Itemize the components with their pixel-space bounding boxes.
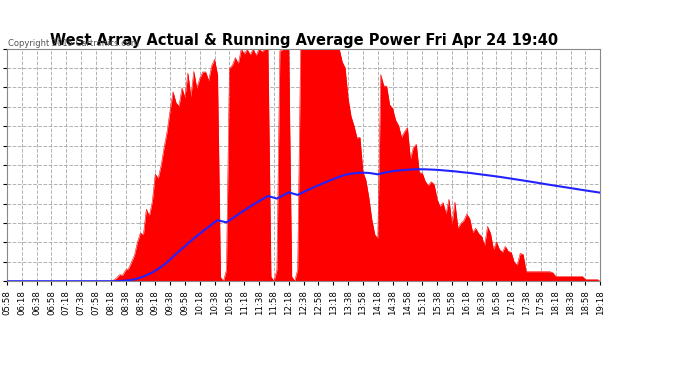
Title: West Array Actual & Running Average Power Fri Apr 24 19:40: West Array Actual & Running Average Powe… <box>50 33 558 48</box>
Text: Copyright 2015 Cartronics.com: Copyright 2015 Cartronics.com <box>8 39 139 48</box>
